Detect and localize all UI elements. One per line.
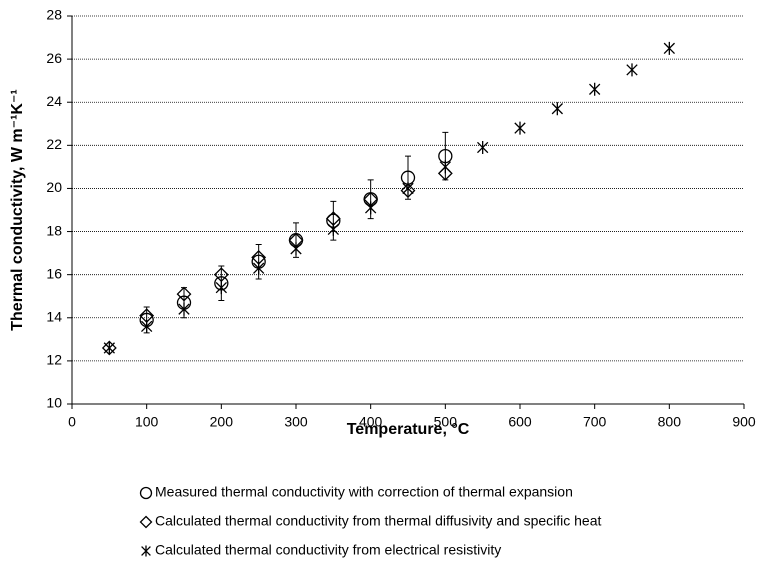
marker-asterisk (103, 341, 115, 355)
marker-asterisk (439, 160, 451, 174)
y-axis-title: Thermal conductivity, W m⁻¹K⁻¹ (9, 89, 26, 331)
legend-label: Calculated thermal conductivity from the… (155, 513, 601, 529)
legend-marker (141, 545, 151, 557)
marker-asterisk (402, 181, 414, 195)
x-tick-label: 300 (284, 414, 308, 430)
marker-diamond (176, 286, 192, 302)
marker-asterisk (477, 140, 489, 154)
marker-asterisk (589, 82, 601, 96)
x-tick-label: 700 (583, 414, 607, 430)
legend-label: Measured thermal conductivity with corre… (155, 484, 573, 500)
marker-asterisk (253, 261, 265, 275)
x-tick-label: 400 (359, 414, 383, 430)
marker-asterisk (178, 302, 190, 316)
y-tick-label: 28 (46, 7, 62, 23)
marker-asterisk (626, 63, 638, 77)
marker-asterisk (514, 121, 526, 135)
x-tick-label: 0 (68, 414, 76, 430)
y-tick-label: 18 (46, 222, 62, 238)
marker-diamond (101, 340, 117, 356)
x-tick-label: 800 (658, 414, 682, 430)
legend-label: Calculated thermal conductivity from ele… (155, 542, 501, 558)
x-axis-title: Temperature, °C (347, 421, 470, 438)
x-tick-label: 600 (508, 414, 532, 430)
y-tick-label: 10 (46, 395, 62, 411)
legend-marker (139, 515, 153, 529)
y-tick-label: 14 (46, 308, 62, 324)
marker-asterisk (663, 41, 675, 55)
y-tick-label: 16 (46, 265, 62, 281)
y-tick-label: 24 (46, 93, 62, 109)
y-tick-label: 22 (46, 136, 62, 152)
x-tick-label: 500 (434, 414, 458, 430)
marker-asterisk (365, 201, 377, 215)
marker-diamond (400, 183, 416, 199)
legend-marker (139, 486, 153, 500)
x-tick-label: 100 (135, 414, 159, 430)
x-tick-label: 200 (210, 414, 234, 430)
y-tick-label: 12 (46, 352, 62, 368)
marker-asterisk (551, 102, 563, 116)
y-tick-label: 26 (46, 50, 62, 66)
marker-asterisk (290, 242, 302, 256)
marker-asterisk (327, 222, 339, 236)
y-tick-label: 20 (46, 179, 62, 195)
marker-asterisk (141, 319, 153, 333)
marker-asterisk (215, 281, 227, 295)
x-tick-label: 900 (732, 414, 756, 430)
